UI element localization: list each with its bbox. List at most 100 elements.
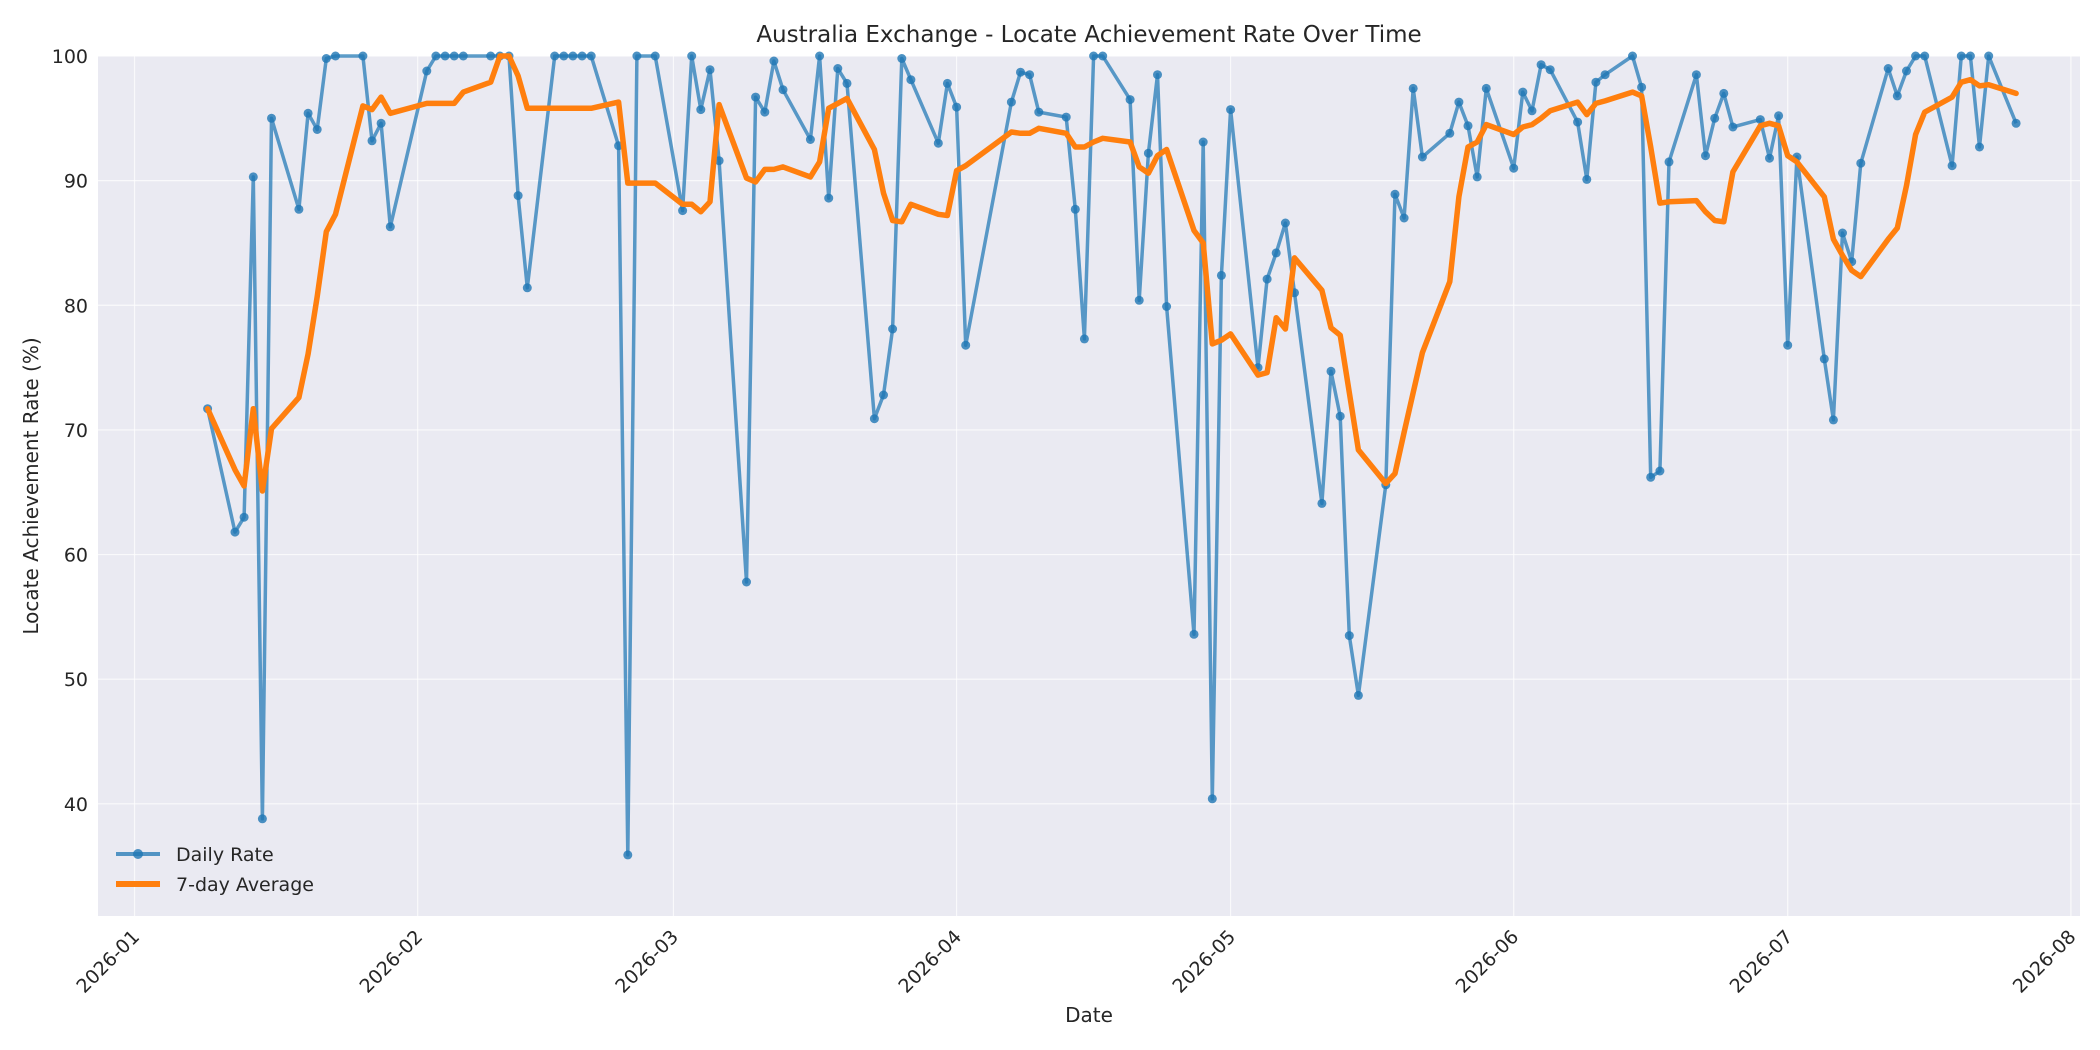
daily-rate-point	[696, 105, 706, 115]
daily-rate-point	[1079, 334, 1089, 344]
daily-rate-point	[906, 75, 916, 85]
chart-title: Australia Exchange - Locate Achievement …	[756, 22, 1421, 48]
daily-rate-point	[1326, 366, 1336, 376]
daily-rate-point	[550, 51, 560, 61]
daily-rate-point	[942, 78, 952, 88]
daily-rate-point	[1728, 122, 1738, 132]
daily-rate-point	[1719, 88, 1729, 98]
daily-rate-point	[1353, 690, 1363, 700]
daily-rate-point	[2011, 118, 2021, 128]
legend-daily-marker	[133, 849, 143, 859]
daily-rate-point	[1755, 115, 1765, 125]
legend-label-average: 7-day Average	[176, 874, 314, 896]
daily-rate-point	[1417, 152, 1427, 162]
daily-rate-point	[1965, 51, 1975, 61]
daily-rate-point	[1089, 51, 1099, 61]
daily-rate-point	[294, 204, 304, 214]
daily-rate-point	[1271, 248, 1281, 258]
daily-rate-point	[385, 222, 395, 232]
daily-rate-point	[952, 102, 962, 112]
daily-rate-point	[1463, 121, 1473, 131]
daily-rate-point	[431, 51, 441, 61]
daily-rate-point	[1536, 60, 1546, 70]
daily-rate-point	[568, 51, 578, 61]
daily-rate-point	[1134, 295, 1144, 305]
daily-rate-point	[1317, 498, 1327, 508]
daily-rate-point	[1408, 83, 1418, 93]
y-tick-label: 60	[64, 545, 88, 567]
daily-rate-point	[1198, 137, 1208, 147]
daily-rate-point	[1956, 51, 1966, 61]
daily-rate-point	[1691, 70, 1701, 80]
daily-rate-point	[1344, 631, 1354, 641]
daily-rate-point	[248, 172, 258, 182]
daily-rate-point	[805, 135, 815, 144]
daily-rate-point	[869, 414, 879, 424]
daily-rate-point	[1454, 97, 1464, 107]
daily-rate-point	[1911, 51, 1921, 61]
daily-rate-point	[1628, 51, 1637, 61]
daily-rate-point	[1189, 629, 1199, 639]
daily-rate-point	[1783, 340, 1793, 350]
daily-rate-point	[705, 65, 715, 75]
daily-rate-point	[742, 577, 751, 587]
daily-rate-point	[312, 125, 322, 134]
daily-rate-point	[1226, 105, 1236, 115]
daily-rate-point	[1828, 415, 1838, 425]
daily-rate-point	[1765, 153, 1774, 163]
daily-rate-point	[888, 324, 898, 334]
daily-rate-point	[440, 51, 450, 61]
daily-rate-point	[1573, 117, 1583, 127]
daily-rate-point	[331, 51, 340, 61]
daily-rate-point	[257, 814, 267, 824]
daily-rate-point	[1153, 70, 1162, 80]
daily-rate-point	[513, 191, 523, 201]
daily-rate-point	[1390, 189, 1400, 199]
daily-rate-point	[486, 51, 496, 61]
daily-rate-point	[1016, 67, 1025, 77]
y-tick-label: 100	[52, 46, 88, 68]
daily-rate-point	[760, 107, 770, 117]
series-layer	[203, 51, 2021, 860]
daily-rate-point	[1399, 213, 1409, 223]
daily-rate-point	[678, 206, 688, 216]
daily-rate-point	[842, 78, 852, 88]
daily-rate-point	[376, 118, 386, 128]
daily-rate-point	[1527, 106, 1537, 116]
daily-rate-point	[1207, 794, 1217, 804]
daily-rate-point	[897, 54, 907, 63]
daily-rate-point	[1545, 65, 1555, 75]
daily-rate-point	[833, 64, 843, 73]
daily-rate-point	[1216, 270, 1226, 280]
daily-rate-point	[1445, 128, 1455, 138]
daily-rate-point	[1472, 172, 1482, 182]
daily-rate-point	[1006, 97, 1016, 107]
y-tick-label: 80	[64, 295, 88, 317]
daily-rate-point	[1774, 111, 1784, 121]
daily-rate-point	[1701, 151, 1710, 161]
daily-rate-point	[239, 512, 249, 522]
x-axis-label: Date	[1065, 1003, 1113, 1027]
daily-rate-point	[687, 51, 697, 61]
daily-rate-point	[1025, 70, 1035, 80]
daily-rate-point	[933, 138, 943, 148]
daily-rate-point	[1975, 142, 1984, 152]
daily-rate-point	[1518, 87, 1528, 97]
daily-rate-point	[422, 66, 432, 76]
daily-rate-point	[522, 283, 532, 293]
daily-rate-point	[1637, 82, 1647, 92]
daily-rate-point	[1710, 113, 1720, 123]
legend-label-daily: Daily Rate	[176, 844, 274, 866]
daily-rate-point	[1034, 107, 1044, 117]
daily-rate-point	[230, 527, 240, 537]
y-axis-ticks: 40 50 60 70 80 90 100	[52, 46, 88, 816]
daily-rate-point	[1947, 161, 1957, 171]
daily-rate-point	[769, 56, 779, 66]
y-tick-label: 70	[64, 420, 88, 442]
y-tick-label: 50	[64, 669, 88, 691]
y-axis-label: Locate Achievement Rate (%)	[19, 337, 43, 634]
daily-rate-point	[458, 51, 468, 61]
daily-rate-point	[367, 136, 377, 146]
daily-rate-point	[1600, 70, 1610, 80]
